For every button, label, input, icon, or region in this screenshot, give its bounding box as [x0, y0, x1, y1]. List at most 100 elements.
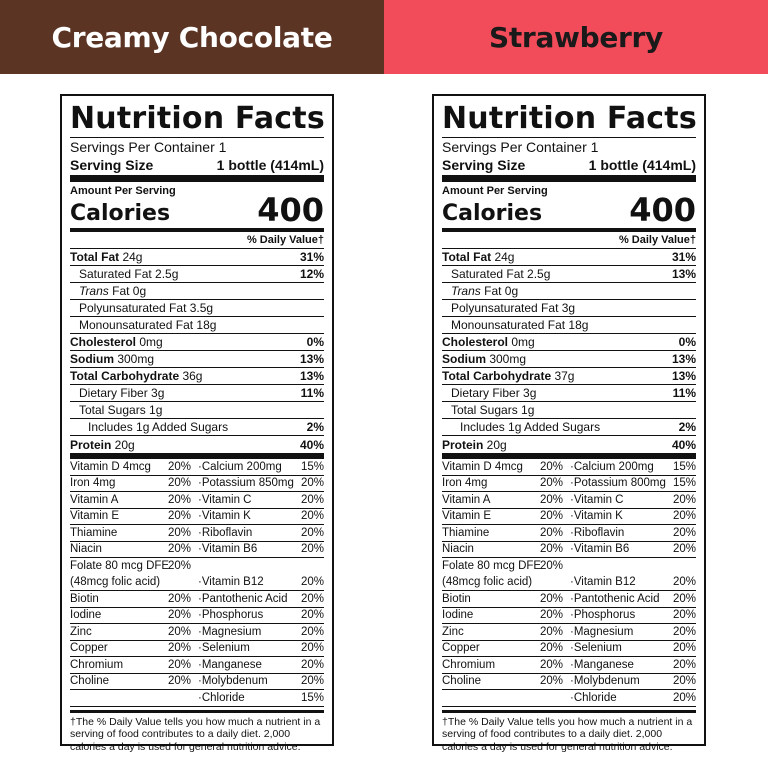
mineral-daily-value: 20% [672, 625, 696, 638]
nutrient-amount: 3g [519, 386, 537, 400]
serving-size-row: Serving Size 1 bottle (414mL) [442, 156, 696, 174]
nutrient-name: Total Carbohydrate [70, 369, 180, 383]
servings-per-container: Servings Per Container 1 [70, 139, 227, 155]
vitamin-name: Iodine [70, 609, 102, 622]
divider-thick [442, 453, 696, 459]
nutrient-name: Protein [442, 437, 484, 452]
nutrient-daily-value: 31% [671, 250, 696, 264]
nutrient-daily-value: 13% [299, 369, 324, 383]
amount-per-serving: Amount Per Serving [70, 185, 176, 197]
vitamin-row: (48mcg folic acid) ·Vitamin B12 20% [442, 575, 696, 591]
vitamin-row: Chromium 20% ·Manganese 20% [70, 657, 324, 674]
vitamin-daily-value: 20% [540, 609, 564, 622]
mineral-name: ·Vitamin B6 [198, 543, 258, 556]
vitamin-row: Vitamin D 4mcg 20% ·Calcium 200mg 15% [70, 459, 324, 476]
nutrient-amount: Fat 0g [480, 284, 519, 298]
flavor-header-strawberry: Strawberry [384, 0, 768, 74]
vitamin-daily-value: 20% [540, 543, 564, 556]
mineral-daily-value: 15% [300, 691, 324, 704]
daily-value-footnote: †The % Daily Value tells you how much a … [442, 715, 693, 753]
nutrient-row: Cholesterol 0mg 0% [70, 334, 324, 351]
mineral-daily-value: 20% [672, 609, 696, 622]
nutrient-row: Sodium 300mg 13% [70, 351, 324, 368]
vitamin-mineral-list: Vitamin D 4mcg 20% ·Calcium 200mg 15% Iron 4… [70, 459, 324, 707]
nutrient-row: Polyunsaturated Fat 3g [442, 300, 696, 317]
vitamin-name: Vitamin E [70, 510, 120, 523]
vitamin-daily-value: 20% [168, 592, 192, 605]
vitamin-daily-value: 20% [540, 510, 564, 523]
mineral-name: ·Phosphorus [570, 609, 636, 622]
nutrient-row: Total Sugars 1g [442, 402, 696, 419]
nutrient-name: Sodium [70, 352, 114, 366]
mineral-daily-value: 20% [300, 493, 324, 506]
mineral-name: ·Manganese [570, 658, 634, 671]
mineral-daily-value: 20% [300, 609, 324, 622]
vitamin-name: (48mcg folic acid) [70, 576, 161, 589]
vitamin-name: Thiamine [70, 526, 118, 539]
mineral-name: ·Vitamin K [570, 510, 623, 523]
nutrient-amount: 18g [565, 318, 589, 332]
vitamin-row: Vitamin E 20% ·Vitamin K 20% [70, 509, 324, 525]
mineral-name: ·Selenium [570, 642, 622, 655]
mineral-name: ·Potassium 850mg [198, 477, 294, 490]
nutrient-row: Total Fat 24g 31% [442, 249, 696, 266]
mineral-daily-value: 20% [672, 543, 696, 556]
vitamin-row: Iodine 20% ·Phosphorus 20% [70, 608, 324, 624]
vitamin-name: Zinc [442, 625, 464, 638]
nutrient-daily-value: 13% [299, 352, 324, 366]
vitamin-daily-value: 20% [168, 625, 192, 638]
nutrient-row: Polyunsaturated Fat 3.5g [70, 300, 324, 317]
vitamin-row: ·Chloride 20% [442, 690, 696, 707]
nutrient-daily-value: 13% [671, 369, 696, 383]
nutrient-name: Trans [451, 284, 481, 298]
nutrient-name: Polyunsaturated Fat [451, 301, 559, 315]
nutrient-row: Monounsaturated Fat 18g [442, 317, 696, 334]
nutrition-facts-title: Nutrition Facts [70, 101, 325, 136]
nutrient-row: Trans Fat 0g [442, 283, 696, 300]
calories-value: 400 [629, 191, 696, 229]
nutrient-row: Total Sugars 1g [70, 402, 324, 419]
vitamin-name: Biotin [70, 592, 99, 605]
mineral-name: ·Vitamin C [570, 493, 624, 506]
vitamin-row: Thiamine 20% ·Riboflavin 20% [70, 525, 324, 542]
nutrient-daily-value: 40% [671, 437, 696, 452]
flavor-header-creamy-chocolate: Creamy Chocolate [0, 0, 384, 74]
vitamin-name: Vitamin D 4mcg [442, 460, 523, 473]
flavor-title: Creamy Chocolate [51, 20, 333, 54]
vitamin-name: Vitamin A [70, 493, 119, 506]
mineral-daily-value: 20% [300, 658, 324, 671]
vitamin-row: Vitamin E 20% ·Vitamin K 20% [442, 509, 696, 525]
vitamin-name: Niacin [442, 543, 474, 556]
calories-label: Calories [442, 201, 543, 226]
divider-medium [442, 228, 696, 232]
nutrient-daily-value: 2% [678, 420, 696, 434]
vitamin-daily-value: 20% [540, 493, 564, 506]
nutrient-amount: 300mg [114, 352, 155, 366]
vitamin-daily-value: 20% [168, 560, 192, 573]
nutrient-name: Dietary Fiber [451, 386, 520, 400]
mineral-name: ·Selenium [198, 642, 250, 655]
nutrient-daily-value: 0% [678, 335, 696, 349]
mineral-daily-value: 20% [300, 576, 324, 589]
nutrient-name: Monounsaturated Fat [79, 318, 194, 332]
vitamin-daily-value: 20% [540, 592, 564, 605]
nutrient-row: Total Fat 24g 31% [70, 249, 324, 266]
vitamin-row: Zinc 20% ·Magnesium 20% [70, 624, 324, 641]
vitamin-daily-value: 20% [168, 460, 192, 473]
vitamin-name: Zinc [70, 625, 92, 638]
vitamin-daily-value: 20% [168, 675, 192, 688]
nutrient-daily-value: 31% [299, 250, 324, 264]
nutrition-panel-creamy-chocolate: Nutrition Facts Servings Per Container 1… [60, 94, 334, 753]
nutrient-daily-value: 13% [671, 267, 696, 281]
nutrient-name: Dietary Fiber [79, 386, 148, 400]
vitamin-row: Choline 20% ·Molybdenum 20% [70, 674, 324, 690]
servings-per-container: Servings Per Container 1 [442, 139, 599, 155]
vitamin-name: Copper [442, 642, 480, 655]
nutrient-name: Total Carbohydrate [442, 369, 552, 383]
nutrient-list: Total Fat 24g 31% Saturated Fat 2.5g 13% Tra… [442, 249, 696, 453]
vitamin-row: Vitamin A 20% ·Vitamin C 20% [70, 492, 324, 509]
mineral-name: ·Calcium 200mg [570, 460, 654, 473]
vitamin-name: Iodine [442, 609, 474, 622]
nutrient-amount: Fat 0g [108, 284, 147, 298]
vitamin-daily-value: 20% [540, 560, 564, 573]
